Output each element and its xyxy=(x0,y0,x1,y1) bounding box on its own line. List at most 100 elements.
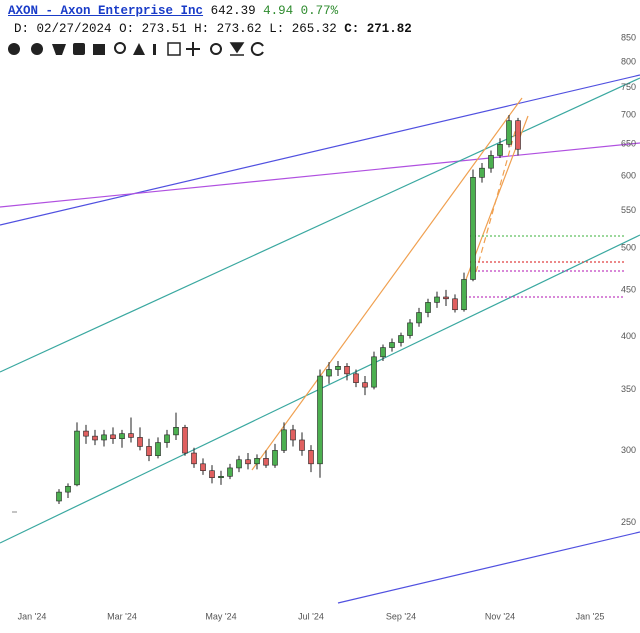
y-tick-label: 450 xyxy=(621,284,636,294)
candle-body xyxy=(389,342,395,348)
header-line-2: D: 02/27/2024 O: 273.51 H: 273.62 L: 265… xyxy=(14,22,412,36)
x-tick-label: Jan '25 xyxy=(576,611,605,621)
date-label: D: xyxy=(14,22,30,36)
candle-body xyxy=(362,382,368,388)
x-tick-label: Nov '24 xyxy=(485,611,515,621)
tool-icon[interactable] xyxy=(250,42,264,56)
candle-body xyxy=(101,434,107,441)
candle-body xyxy=(380,347,386,358)
candle-body xyxy=(371,356,377,388)
candle-body xyxy=(164,434,170,443)
candle-body xyxy=(137,437,143,447)
candle-body xyxy=(155,442,161,457)
x-tick-label: Jul '24 xyxy=(298,611,324,621)
candle-body xyxy=(74,430,80,486)
y-tick-label: 400 xyxy=(621,331,636,341)
candle-body xyxy=(326,369,332,377)
candle-body xyxy=(461,279,467,311)
tool-icon[interactable] xyxy=(229,42,245,56)
candle-body xyxy=(236,459,242,469)
symbol[interactable]: AXON - Axon Enterprise Inc xyxy=(8,4,204,18)
toolbar xyxy=(8,42,264,56)
high-label: H: xyxy=(194,22,210,36)
candle-body xyxy=(416,312,422,324)
trend-line xyxy=(337,531,640,604)
candle-body xyxy=(182,427,188,454)
open-label: O: xyxy=(119,22,135,36)
candle-body xyxy=(128,433,134,438)
y-tick-label: 850 xyxy=(621,33,636,43)
candle-body xyxy=(83,430,89,437)
trend-line xyxy=(475,127,517,273)
x-tick-label: May '24 xyxy=(205,611,236,621)
candle-body xyxy=(218,475,224,479)
tool-icon[interactable] xyxy=(153,44,156,55)
close-label: C: xyxy=(344,22,360,36)
tool-icon[interactable] xyxy=(186,42,200,56)
tool-icon[interactable] xyxy=(8,43,20,55)
candle-body xyxy=(434,296,440,303)
tool-icon[interactable] xyxy=(52,44,66,55)
candle-body xyxy=(497,144,503,156)
candle-body xyxy=(479,167,485,178)
candle-body xyxy=(173,427,179,436)
trend-line xyxy=(0,74,640,226)
x-tick-label: Sep '24 xyxy=(386,611,416,621)
y-tick-label: 500 xyxy=(621,243,636,253)
tool-icon[interactable] xyxy=(133,43,145,55)
y-tick-label: 250 xyxy=(621,517,636,527)
candle-body xyxy=(452,298,458,311)
trend-line xyxy=(0,77,640,373)
low-label: L: xyxy=(269,22,285,36)
candle-body xyxy=(317,375,323,465)
low-value: 265.32 xyxy=(291,22,337,36)
tool-icon[interactable] xyxy=(210,43,222,55)
candle-body xyxy=(110,434,116,439)
candle-body xyxy=(488,155,494,169)
candle-body xyxy=(506,120,512,145)
candle-body xyxy=(254,458,260,465)
date: 02/27/2024 xyxy=(36,22,112,36)
y-tick-label: 350 xyxy=(621,384,636,394)
trend-lines xyxy=(0,74,640,604)
candle-body xyxy=(191,452,197,465)
tool-icon[interactable] xyxy=(93,44,105,55)
tool-icon[interactable] xyxy=(167,42,181,56)
x-tick-label: Mar '24 xyxy=(107,611,137,621)
y-tick-label: 800 xyxy=(621,57,636,67)
trend-line xyxy=(0,142,640,208)
candle-body xyxy=(398,335,404,343)
candle-body xyxy=(290,429,296,441)
header-line-1: AXON - Axon Enterprise Inc 642.39 4.94 0… xyxy=(8,4,338,18)
candle-body xyxy=(146,446,152,457)
last-price: 642.39 xyxy=(210,4,256,18)
candle-body xyxy=(272,450,278,466)
candle-body xyxy=(470,177,476,280)
trend-line xyxy=(251,97,523,471)
candle-body xyxy=(515,120,521,150)
candle-body xyxy=(245,459,251,465)
plot: 250 300 350 400 450 500 550 600 650 700 750 800 850 J… xyxy=(18,33,636,622)
open-value: 273.51 xyxy=(141,22,187,36)
candle-body xyxy=(425,302,431,313)
tool-icon[interactable] xyxy=(73,43,85,55)
candle-body xyxy=(263,458,269,466)
candle-body xyxy=(443,296,449,300)
candle-body xyxy=(56,491,62,502)
change-pct: 0.77% xyxy=(300,4,339,18)
y-tick-label: 750 xyxy=(621,82,636,92)
candle-body xyxy=(227,467,233,477)
tool-icon[interactable] xyxy=(31,43,43,55)
candle-body xyxy=(65,485,71,493)
candle-body xyxy=(209,470,215,479)
y-tick-label: 550 xyxy=(621,205,636,215)
close-value: 271.82 xyxy=(366,22,412,36)
y-tick-label: 600 xyxy=(621,170,636,180)
candle-body xyxy=(353,373,359,383)
candle-body xyxy=(200,463,206,471)
change: 4.94 xyxy=(263,4,294,18)
tool-icon[interactable] xyxy=(114,42,126,54)
x-tick-label: Jan '24 xyxy=(18,611,47,621)
